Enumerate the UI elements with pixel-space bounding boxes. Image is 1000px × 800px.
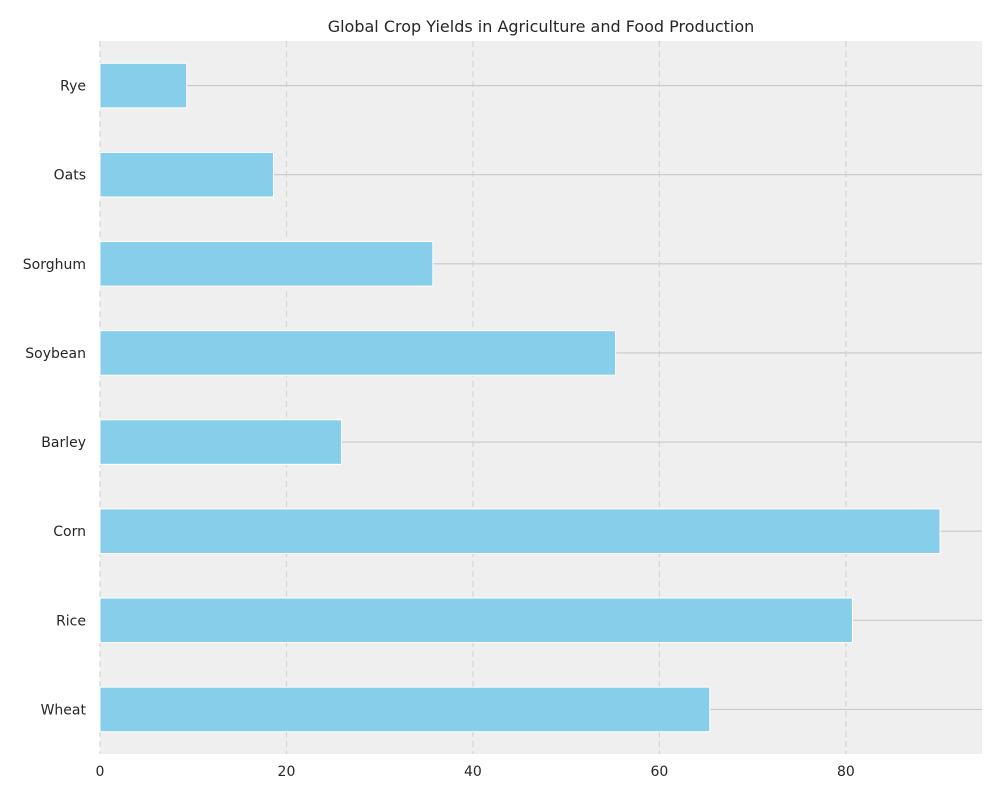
bar-rice — [99, 597, 853, 644]
bar-barley — [99, 419, 342, 465]
y-tick-label: Oats — [54, 168, 86, 184]
y-tick-label: Wheat — [41, 702, 87, 718]
bar-connector-lines — [186, 84, 982, 711]
chart-title: Global Crop Yields in Agriculture and Fo… — [328, 17, 755, 36]
x-axis-tick-labels: 0 20 40 60 80 — [96, 764, 855, 780]
bar-sorghum — [99, 241, 434, 287]
bars — [99, 62, 941, 733]
y-tick-label: Corn — [53, 524, 86, 540]
y-tick-label: Rye — [60, 79, 86, 95]
bar-rye — [99, 62, 188, 109]
bar-soybean — [99, 330, 617, 376]
bar-wheat — [99, 686, 711, 733]
x-tick-label: 40 — [464, 764, 482, 780]
x-tick-label: 0 — [96, 764, 105, 780]
x-tick-label: 60 — [650, 764, 668, 780]
x-tick-label: 20 — [278, 764, 296, 780]
y-tick-label: Rice — [56, 613, 86, 629]
y-tick-label: Sorghum — [23, 257, 86, 273]
y-tick-label: Soybean — [25, 346, 86, 362]
bar-oats — [99, 151, 274, 198]
y-tick-label: Barley — [41, 435, 86, 451]
plot-background — [100, 41, 982, 754]
x-tick-label: 80 — [837, 764, 855, 780]
bar-corn — [99, 508, 941, 554]
y-axis-tick-labels: Wheat Rice Corn Barley Soybean Sorghum Oats Rye — [23, 79, 87, 719]
